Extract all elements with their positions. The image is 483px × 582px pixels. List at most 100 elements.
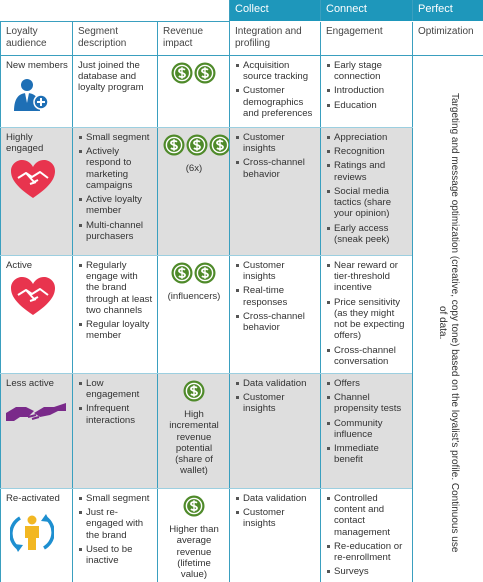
engagement-item: Controlled content and contact managemen… [327,493,408,538]
integration-item: Cross-channel behavior [236,157,316,180]
optimization-text: Targeting and message optimization (crea… [437,92,460,553]
group-header-row: Collect Connect Perfect [0,0,483,22]
engagement-item: Early access (sneak peek) [327,223,408,245]
integration-item: Real-time responses [236,285,316,308]
audience: Re-activated [6,492,60,504]
audience-cell: Re-activated [0,488,73,582]
audience-cell: Highly engaged [0,127,73,256]
engagement-item: Social media tactics (share your opinion… [327,186,408,220]
segment-cell: Small segment Actively respond to marketi… [72,127,158,256]
revenue-cell: High incremental revenue potential (shar… [157,373,230,489]
segment-item: Small segment [79,132,153,143]
engagement-item: Near reward or tier-threshold incentive [327,260,408,294]
engagement-cell: Near reward or tier-threshold incentive P… [320,255,413,374]
integration-cell: Data validation Customer insights [229,373,321,489]
engagement-item: Immediate benefit [327,443,408,465]
engagement-item: Ratings and reviews [327,160,408,183]
engagement-item: Recognition [327,146,408,157]
revenue-text: Higher than average revenue (lifetime va… [169,524,219,581]
revenue-icons [171,62,216,84]
segment-row: Active Regularly engage with the brand t… [0,255,483,374]
column-header: Segment description [72,21,158,56]
audience-cell: New members [0,55,73,128]
revenue-cell: Higher than average revenue (lifetime va… [157,488,230,582]
segment-item: Used to be inactive [79,544,153,566]
engagement-cell: Offers Channel propensity tests Community … [320,373,413,489]
revenue-icons [183,494,205,517]
engagement-item: Cross-channel conversation [327,345,408,367]
segment-item: Just re-engaged with the brand [79,507,153,541]
integration-cell: Acquisition source tracking Customer demo… [229,55,321,128]
reactivated-icon [10,514,54,553]
revenue-cell: (6x) [157,127,230,256]
engagement-item: Early stage connection [327,60,408,82]
engagement-item: Price sensitivity (as they might not be … [327,297,408,342]
integration-item: Data validation [236,378,316,389]
segment-cell: Low engagement Infrequent interactions [72,373,158,489]
column-header: Loyalty audience [0,21,73,56]
engagement-item: Appreciation [327,132,408,143]
integration-item: Customer insights [236,132,316,154]
column-header-row: Loyalty audience Segment description Rev… [0,21,483,56]
revenue-text: High incremental revenue potential (shar… [169,409,219,477]
audience: Less active [6,377,54,389]
engagement-item: Education [327,100,408,111]
engagement-item: Channel propensity tests [327,392,408,414]
engagement-item: Surveys [327,566,408,577]
segment-item: Actively respond to marketing campaigns [79,146,153,191]
column-header: Engagement [320,21,413,56]
integration-item: Customer insights [236,507,316,529]
segment-item: Active loyalty member [79,194,153,216]
segment-row: Less active Low engagement Infrequent int… [0,373,483,489]
audience-cell: Less active [0,373,73,489]
engagement-item: Community influence [327,418,408,440]
group-header: Collect [229,0,321,22]
engaged-heart-icon [11,160,55,199]
revenue-cell: (influencers) [157,255,230,374]
segment-item: Regularly engage with the brand through … [79,260,153,316]
new-member-icon [14,79,49,112]
revenue-text: (influencers) [167,291,221,303]
segment-text: Just joined the database and loyalty pro… [78,60,144,94]
engagement-item: Re-education or re-enrollment [327,541,408,563]
integration-cell: Customer insights Real-time responses Cros… [229,255,321,374]
segment-item: Regular loyalty member [79,319,153,341]
blank-cell [0,0,230,22]
group-header: Perfect [412,0,483,22]
revenue-text: (6x) [185,163,203,175]
segment-item: Multi-channel purchasers [79,220,153,242]
handshake-icon [6,403,66,422]
revenue-icons [163,134,229,156]
optimization-cell: Targeting and message optimization (crea… [412,55,483,582]
segment-item: Small segment [79,493,153,504]
segment-item: Infrequent interactions [79,403,153,426]
segment-cell: Small segment Just re-engaged with the br… [72,488,158,582]
integration-cell: Data validation Customer insights [229,488,321,582]
segment-cell: Just joined the database and loyalty pro… [72,55,158,128]
column-header: Optimization [412,21,483,56]
group-header: Connect [320,0,413,22]
column-header: Integration and profiling [229,21,321,56]
engagement-cell: Controlled content and contact managemen… [320,488,413,582]
engagement-item: Introduction [327,85,408,96]
integration-item: Customer demographics and preferences [236,85,316,119]
audience: Active [6,260,33,271]
audience-cell: Active [0,255,73,374]
engagement-cell: Early stage connection Introduction Educat… [320,55,413,128]
revenue-cell [157,55,230,128]
segment-row: Highly engaged Small segment Actively res… [0,127,483,256]
active-heart-icon [11,277,55,316]
column-header: Revenue impact [157,21,230,56]
integration-item: Cross-channel behavior [236,311,316,333]
segment-row: Re-activated Small segment Just re-engage… [0,488,483,582]
integration-cell: Customer insights Cross-channel behavior [229,127,321,256]
integration-item: Acquisition source tracking [236,60,316,82]
engagement-item: Offers [327,378,408,389]
integration-item: Customer insights [236,392,316,414]
audience: Highly engaged [6,132,44,155]
engagement-cell: Appreciation Recognition Ratings and revie… [320,127,413,256]
segment-cell: Regularly engage with the brand through … [72,255,158,374]
integration-item: Customer insights [236,260,316,282]
